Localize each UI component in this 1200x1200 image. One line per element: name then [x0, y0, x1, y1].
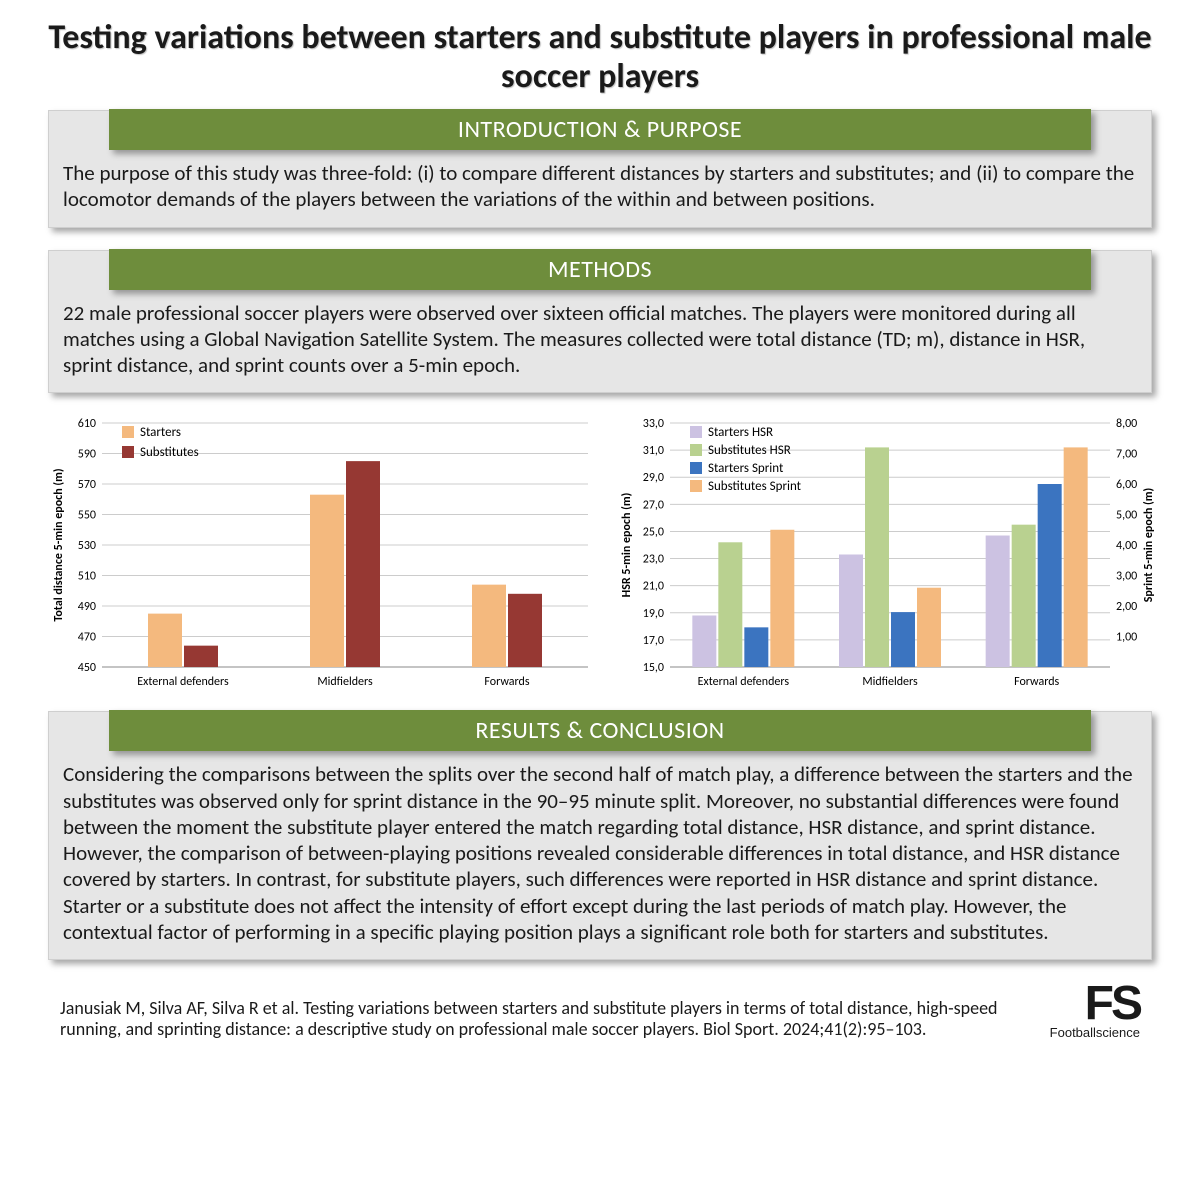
methods-section: METHODS 22 male professional soccer play…: [48, 250, 1152, 394]
intro-header: INTRODUCTION & PURPOSE: [109, 109, 1091, 150]
svg-text:530: 530: [78, 539, 96, 553]
svg-text:6,00: 6,00: [1116, 478, 1137, 492]
svg-text:Substitutes HSR: Substitutes HSR: [708, 443, 791, 458]
svg-text:27,0: 27,0: [643, 499, 664, 513]
chart-hsr-sprint: 15,0 17,0 19,0 21,0 23,0 25,0 27,0 29,0 31,0 33,0…: [616, 415, 1164, 695]
svg-text:15,0: 15,0: [643, 661, 664, 675]
svg-text:Midfielders: Midfielders: [862, 675, 918, 689]
svg-text:HSR 5-min epoch (m): HSR 5-min epoch (m): [620, 493, 634, 598]
page-title: Testing variations between starters and …: [38, 18, 1162, 96]
svg-text:Forwards: Forwards: [484, 675, 529, 689]
svg-text:610: 610: [78, 417, 96, 431]
svg-text:8,00: 8,00: [1116, 417, 1137, 431]
svg-text:Starters HSR: Starters HSR: [708, 425, 773, 440]
svg-text:Sprint 5-min epoch (m): Sprint 5-min epoch (m): [1142, 488, 1156, 603]
results-body: Considering the comparisons between the …: [49, 753, 1151, 949]
svg-text:Total distance 5-min epoch (m): Total distance 5-min epoch (m): [52, 469, 66, 622]
svg-text:31,0: 31,0: [643, 445, 664, 459]
svg-text:2,00: 2,00: [1116, 600, 1137, 614]
svg-text:550: 550: [78, 509, 96, 523]
svg-text:29,0: 29,0: [643, 472, 664, 486]
svg-text:Substitutes Sprint: Substitutes Sprint: [708, 479, 802, 494]
svg-text:23,0: 23,0: [643, 553, 664, 567]
citation-text: Janusiak M, Silva AF, Silva R et al. Tes…: [60, 998, 1030, 1041]
logo-subtext: Footballscience: [1050, 1025, 1140, 1041]
svg-text:25,0: 25,0: [643, 526, 664, 540]
svg-text:470: 470: [78, 631, 96, 645]
methods-header: METHODS: [109, 249, 1091, 290]
svg-text:33,0: 33,0: [643, 417, 664, 431]
svg-text:590: 590: [78, 448, 96, 462]
svg-text:3,00: 3,00: [1116, 570, 1137, 584]
methods-body: 22 male professional soccer players were…: [49, 292, 1151, 383]
svg-text:490: 490: [78, 600, 96, 614]
svg-text:19,0: 19,0: [643, 607, 664, 621]
svg-text:5,00: 5,00: [1116, 509, 1137, 523]
svg-text:Starters Sprint: Starters Sprint: [708, 461, 784, 476]
svg-text:7,00: 7,00: [1116, 448, 1137, 462]
results-header: RESULTS & CONCLUSION: [109, 710, 1091, 751]
logo-fs: FS: [1085, 982, 1140, 1025]
svg-text:Starters: Starters: [140, 425, 181, 440]
svg-text:17,0: 17,0: [643, 634, 664, 648]
charts-row: 450 470 490 510 530 550 570 590 610 External defe…: [48, 415, 1152, 695]
svg-text:510: 510: [78, 570, 96, 584]
citation-row: Janusiak M, Silva AF, Silva R et al. Tes…: [60, 982, 1140, 1041]
svg-text:Substitutes: Substitutes: [140, 445, 199, 460]
svg-text:External defenders: External defenders: [698, 675, 790, 689]
svg-text:1,00: 1,00: [1116, 631, 1137, 645]
footballscience-logo: FS Footballscience: [1050, 982, 1140, 1041]
svg-text:570: 570: [78, 478, 96, 492]
svg-text:External defenders: External defenders: [137, 675, 229, 689]
svg-text:Forwards: Forwards: [1014, 675, 1059, 689]
intro-section: INTRODUCTION & PURPOSE The purpose of th…: [48, 110, 1152, 228]
results-section: RESULTS & CONCLUSION Considering the com…: [48, 711, 1152, 960]
svg-text:21,0: 21,0: [643, 580, 664, 594]
svg-text:Midfielders: Midfielders: [317, 675, 373, 689]
chart-total-distance: 450 470 490 510 530 550 570 590 610 External defe…: [48, 415, 596, 695]
svg-text:4,00: 4,00: [1116, 539, 1137, 553]
intro-body: The purpose of this study was three-fold…: [49, 152, 1151, 217]
svg-text:450: 450: [78, 661, 96, 675]
